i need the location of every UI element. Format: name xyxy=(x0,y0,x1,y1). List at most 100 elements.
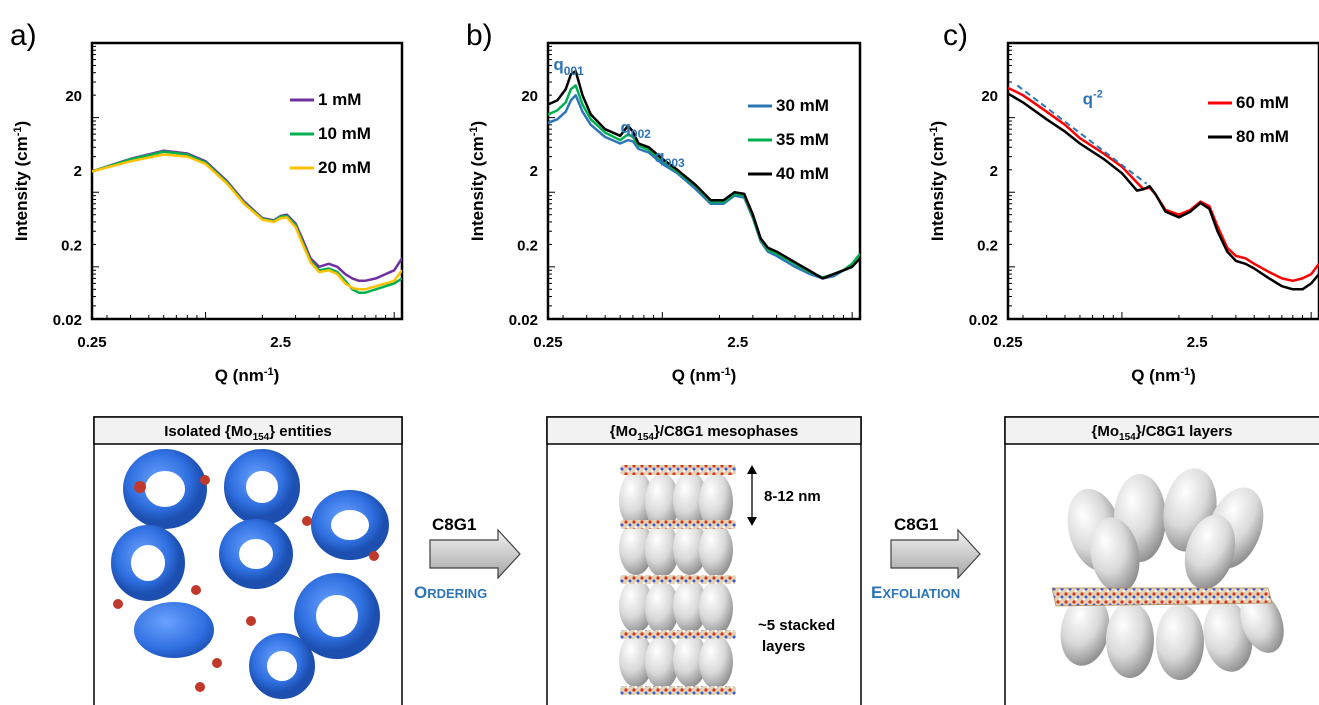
legend-label: 60 mM xyxy=(1236,93,1289,112)
schematic-caption: {Mo154}/C8G1 mesophases xyxy=(610,423,798,443)
ellipsoid xyxy=(619,633,653,687)
ellipsoid xyxy=(619,471,653,529)
mo154-ring xyxy=(123,449,207,529)
axis-ticks xyxy=(92,45,395,320)
schematic-caption: Isolated {Mo154} entities xyxy=(164,423,332,443)
schematic-mesophases: {Mo154}/C8G1 mesophases xyxy=(546,416,862,705)
series-line xyxy=(1008,92,1319,291)
y-tick-label: 2 xyxy=(74,163,82,180)
ellipsoid-row xyxy=(619,521,733,577)
legend-label: 10 mM xyxy=(318,124,371,143)
legend-label: 80 mM xyxy=(1236,127,1289,146)
ellipsoid xyxy=(699,473,733,531)
stack-count-label: ~5 stacked xyxy=(758,617,835,634)
schematic-header xyxy=(1004,416,1319,445)
y-axis-label: Intensity (cm-1) xyxy=(12,121,31,241)
c8g1-molecule xyxy=(302,516,312,526)
spacing-indicator xyxy=(747,465,757,526)
series-group xyxy=(548,69,860,280)
mo154-ring xyxy=(294,573,380,659)
series-group xyxy=(92,149,402,294)
c8g1-molecule xyxy=(191,585,201,595)
ellipsoid xyxy=(673,521,707,575)
layer-stack xyxy=(619,465,736,695)
c8g1-molecule xyxy=(134,481,146,493)
axis-ticks xyxy=(1008,45,1312,320)
schematic-caption: {Mo154}/C8G1 layers xyxy=(1092,423,1233,443)
schematic-isolated: Isolated {Mo154} entities xyxy=(93,416,403,705)
mo154-ring-group xyxy=(111,449,389,699)
block-arrow xyxy=(429,528,521,580)
hybrid-layer xyxy=(620,686,736,695)
y-tick-label: 0.02 xyxy=(969,312,998,329)
c8g1-molecule xyxy=(195,682,205,692)
y-tick-label: 0.02 xyxy=(53,312,82,329)
hybrid-layer xyxy=(620,520,736,529)
chart-a: 0.02 0.2 2 20 0.25 2.5 Q (nm-1) Intensity (cm-1… xyxy=(12,41,404,385)
legend-label: 1 mM xyxy=(318,90,361,109)
c8g1-molecule xyxy=(246,616,256,626)
hybrid-layer xyxy=(620,465,736,475)
slope-guide-line xyxy=(1016,84,1148,185)
slope-label: q-2 xyxy=(1083,88,1103,108)
ellipsoid xyxy=(619,521,653,575)
legend-label: 40 mM xyxy=(776,164,829,183)
y-axis-label: Intensity (cm-1) xyxy=(928,121,947,241)
panel-label-b: b) xyxy=(466,19,493,52)
ellipsoid xyxy=(699,635,733,689)
series-line xyxy=(548,69,860,280)
panel-label-c: c) xyxy=(943,19,968,52)
arrow-reagent-label: C8G1 xyxy=(894,515,938,534)
ellipsoid xyxy=(645,473,679,531)
mo154-ring xyxy=(111,525,185,601)
y-axis-label: Intensity (cm-1) xyxy=(468,121,487,241)
ellipsoid xyxy=(645,635,679,689)
arrow-exfoliation: C8G1 EXFOLIATION xyxy=(871,515,981,602)
c8g1-molecule xyxy=(200,475,210,485)
plot-frame xyxy=(90,41,404,321)
y-tick-label: 0.2 xyxy=(977,237,998,254)
mo154-ring xyxy=(311,490,389,560)
hybrid-layer xyxy=(1051,587,1273,607)
plot-frame xyxy=(1006,41,1319,321)
ellipsoid xyxy=(1090,517,1140,593)
stack-count-label-line2: layers xyxy=(762,638,805,655)
mo154-ring xyxy=(249,633,315,699)
legend-label: 35 mM xyxy=(776,130,829,149)
legend-label: 20 mM xyxy=(318,158,371,177)
c8g1-molecule xyxy=(369,551,379,561)
ellipsoid-row xyxy=(619,633,733,689)
schematic-layers: {Mo154}/C8G1 layers xyxy=(1004,416,1319,705)
y-tick-label: 20 xyxy=(65,88,82,105)
legend-label: 30 mM xyxy=(776,96,829,115)
x-tick-label: 0.25 xyxy=(77,334,106,351)
y-tick-label: 20 xyxy=(521,88,538,105)
ellipsoid xyxy=(1060,594,1110,666)
ellipsoid xyxy=(619,579,653,633)
arrow-reagent-label: C8G1 xyxy=(432,515,476,534)
panel-label-a: a) xyxy=(10,19,37,52)
x-tick-label: 0.25 xyxy=(993,334,1022,351)
x-axis-label: Q (nm-1) xyxy=(1131,366,1196,385)
ellipsoid-row xyxy=(619,579,733,635)
ellipsoid xyxy=(673,471,707,529)
ellipsoid xyxy=(1156,604,1204,680)
x-tick-label: 2.5 xyxy=(1187,334,1208,351)
ellipsoid xyxy=(673,633,707,687)
c8g1-molecule-group xyxy=(113,475,379,692)
ellipsoid-row xyxy=(619,471,733,531)
ellipsoid xyxy=(1203,600,1253,672)
ellipsoid xyxy=(1184,514,1236,590)
exfoliated-sheet xyxy=(1051,468,1284,680)
schematic-header xyxy=(546,416,862,445)
spacing-label: 8-12 nm xyxy=(764,488,821,505)
mo154-ring xyxy=(224,449,300,525)
peak-label: q001 xyxy=(553,55,584,78)
x-axis-label: Q (nm-1) xyxy=(672,366,737,385)
series-line xyxy=(1008,86,1319,283)
series-line xyxy=(548,93,860,280)
series-line xyxy=(92,153,402,291)
y-tick-label: 0.02 xyxy=(509,312,538,329)
block-arrow xyxy=(890,528,981,580)
